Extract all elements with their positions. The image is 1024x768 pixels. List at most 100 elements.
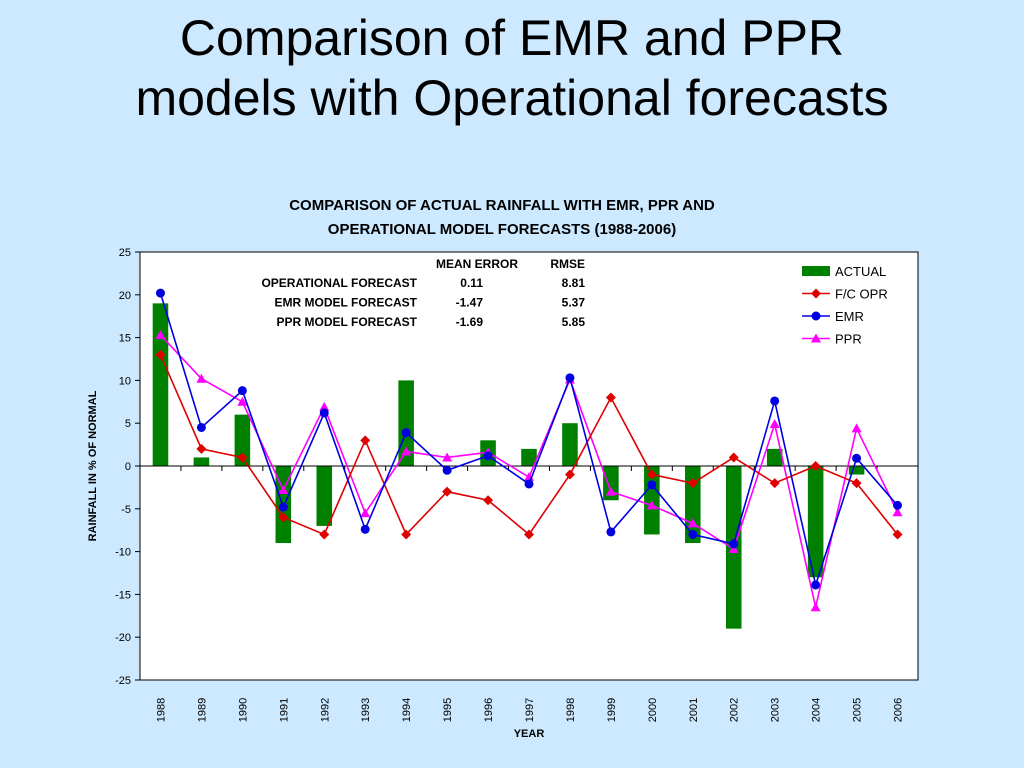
x-tick-label-1998: 1998 — [565, 698, 577, 722]
bar-actual-1997 — [521, 448, 537, 466]
legend-label-emr: EMR — [835, 309, 864, 324]
point-emr-2002 — [729, 539, 739, 549]
point-emr-1993 — [360, 524, 370, 534]
point-ppr-1988 — [155, 330, 166, 340]
bar-actual-1999 — [603, 466, 619, 501]
error-table-mean-error-3: -1.69 — [456, 315, 484, 329]
point-emr-2006 — [893, 500, 903, 510]
point-emr-1999 — [606, 527, 616, 537]
bar-actual-2005 — [848, 466, 865, 475]
point-emr-1996 — [483, 451, 493, 461]
point-ppr-2006 — [892, 507, 903, 517]
bar-actual-1994 — [398, 380, 414, 466]
legend-label-f-c-opr: F/C OPR — [835, 287, 888, 302]
point-emr-1992 — [319, 408, 329, 418]
point-ppr-1993 — [360, 508, 371, 518]
slide-title: Comparison of EMR and PPR models with Op… — [0, 8, 1024, 128]
point-ppr-1990 — [237, 396, 248, 406]
point-emr-1988 — [155, 288, 165, 298]
y-tick-label: -20 — [115, 632, 131, 644]
point-ppr-2001 — [687, 518, 698, 528]
error-table-label-3: PPR MODEL FORECAST — [277, 315, 418, 329]
point-emr-1994 — [401, 428, 411, 438]
error-table-label-1: OPERATIONAL FORECAST — [261, 276, 417, 290]
x-tick-label-2000: 2000 — [647, 698, 659, 722]
x-tick-label-1992: 1992 — [319, 698, 331, 722]
point-f-c-opr-1998 — [564, 469, 575, 480]
legend-swatch-actual — [802, 266, 830, 276]
point-f-c-opr-1995 — [442, 486, 453, 497]
point-f-c-opr-2003 — [769, 478, 780, 489]
x-tick-label-1993: 1993 — [360, 698, 372, 722]
point-f-c-opr-1989 — [196, 443, 207, 454]
point-ppr-1991 — [278, 484, 289, 494]
y-tick-label: -25 — [115, 675, 131, 687]
point-ppr-1994 — [401, 446, 412, 456]
point-f-c-opr-1992 — [319, 529, 330, 540]
point-f-c-opr-1993 — [360, 435, 371, 446]
point-emr-2000 — [647, 480, 657, 490]
y-tick-label: -10 — [115, 547, 131, 559]
legend-marker-f-c-opr — [811, 288, 821, 299]
y-tick-label: 15 — [119, 333, 131, 345]
error-table-header-rmse: RMSE — [550, 257, 585, 271]
y-tick-label: 10 — [119, 375, 131, 387]
point-ppr-2002 — [728, 544, 739, 554]
error-table-rmse-2: 5.37 — [562, 296, 586, 310]
point-ppr-2005 — [851, 423, 862, 433]
bar-actual-1988 — [152, 303, 169, 466]
x-tick-label-1995: 1995 — [442, 698, 454, 722]
error-table-label-2: EMR MODEL FORECAST — [275, 296, 418, 310]
bar-actual-1989 — [193, 457, 210, 466]
bar-actual-1998 — [562, 423, 578, 466]
chart-title-line-1: COMPARISON OF ACTUAL RAINFALL WITH EMR, … — [289, 197, 715, 214]
point-emr-1991 — [278, 502, 288, 512]
point-f-c-opr-1988 — [155, 349, 166, 360]
point-emr-1995 — [442, 465, 452, 475]
x-axis-title: YEAR — [514, 728, 545, 740]
point-f-c-opr-2005 — [851, 478, 862, 489]
legend-label-ppr: PPR — [835, 332, 862, 347]
x-tick-label-2001: 2001 — [688, 698, 700, 722]
point-ppr-2004 — [810, 602, 821, 612]
point-f-c-opr-1994 — [401, 529, 412, 540]
point-emr-2003 — [770, 396, 780, 406]
x-tick-label-2003: 2003 — [770, 698, 782, 722]
point-emr-2004 — [811, 580, 821, 590]
point-emr-2001 — [688, 529, 698, 539]
x-tick-label-1988: 1988 — [155, 698, 167, 722]
point-emr-1998 — [565, 373, 575, 383]
point-f-c-opr-1997 — [524, 529, 534, 540]
bar-actual-2001 — [685, 466, 701, 544]
bar-actual-2003 — [766, 448, 783, 466]
y-tick-label: 0 — [125, 461, 131, 473]
error-table-rmse-3: 5.85 — [562, 315, 586, 329]
point-f-c-opr-1990 — [237, 452, 248, 463]
point-emr-1990 — [237, 386, 247, 396]
point-ppr-1989 — [196, 373, 207, 383]
x-tick-label-1990: 1990 — [237, 698, 249, 722]
legend-label-actual: ACTUAL — [835, 264, 886, 279]
point-f-c-opr-1999 — [605, 392, 616, 403]
bar-actual-1992 — [316, 466, 333, 526]
error-table-mean-error-1: 0.11 — [460, 276, 483, 290]
point-emr-1997 — [524, 479, 534, 489]
x-tick-label-2005: 2005 — [852, 698, 864, 722]
point-ppr-1992 — [319, 401, 330, 411]
y-tick-label: 25 — [119, 247, 131, 259]
slide-title-line-1: Comparison of EMR and PPR — [179, 10, 845, 66]
y-tick-label: -5 — [121, 504, 131, 516]
point-f-c-opr-2006 — [892, 529, 903, 540]
point-ppr-2003 — [769, 419, 780, 429]
error-table-mean-error-2: -1.47 — [456, 296, 484, 310]
error-table-rmse-1: 8.81 — [562, 276, 586, 290]
point-f-c-opr-2002 — [728, 452, 739, 463]
x-tick-label-2006: 2006 — [893, 698, 905, 722]
point-emr-1989 — [196, 422, 206, 432]
x-tick-label-2004: 2004 — [811, 698, 823, 722]
chart-title-line-2: OPERATIONAL MODEL FORECASTS (1988-2006) — [328, 221, 676, 238]
point-emr-2005 — [852, 453, 862, 463]
point-ppr-1995 — [442, 452, 453, 462]
x-tick-label-1989: 1989 — [196, 698, 208, 722]
